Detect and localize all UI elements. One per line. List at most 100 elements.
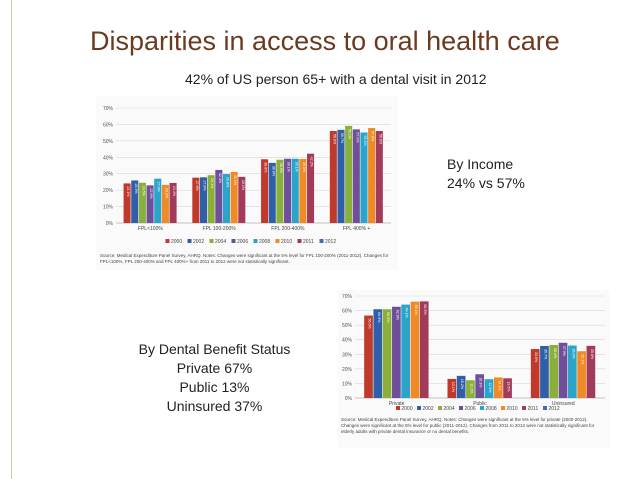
benefit-chart-bar <box>577 351 586 398</box>
income-chart-legend-label: 2002 <box>193 239 204 245</box>
benefit-chart-ytick-label: 0% <box>345 396 353 402</box>
benefit-chart-ytick-label: 40% <box>342 338 353 344</box>
benefit-chart-bar <box>364 315 373 398</box>
income-chart-ytick-label: 50% <box>103 139 114 145</box>
income-chart-ytick-label: 60% <box>103 122 114 128</box>
benefit-chart-legend-label: 2010 <box>507 406 518 412</box>
income-chart-legend-label: 2011 <box>303 239 314 245</box>
benefit-chart-bar-value-label: 66.3% <box>423 304 427 315</box>
income-chart-bar <box>345 125 353 223</box>
income-chart-bar-value-label: 39.1% <box>287 162 291 173</box>
slide-left-rule <box>11 0 12 479</box>
income-chart-legend-swatch <box>187 239 192 243</box>
benefit-chart-category-label: Uninsured <box>552 401 575 407</box>
benefit-chart-legend-label: 2002 <box>423 406 434 412</box>
income-chart-bar-value-label: 27.6% <box>195 181 199 192</box>
income-chart-bar <box>131 180 139 223</box>
income-chart-bar-value-label: 23.2% <box>164 188 168 199</box>
income-chart-bar <box>222 174 231 223</box>
slide-title: Disparities in access to oral health car… <box>90 26 560 56</box>
income-chart-bar <box>268 162 276 223</box>
benefit-chart-bar-value-label: 64.1% <box>405 308 409 319</box>
benefit-chart-legend-swatch <box>480 406 484 410</box>
benefit-chart-legend-swatch <box>459 406 463 410</box>
benefit-chart-bar-value-label: 32.1% <box>581 354 585 365</box>
income-chart-bar <box>161 184 169 223</box>
benefit-chart-bar <box>549 344 559 398</box>
income-chart-bar <box>154 178 162 223</box>
income-chart-ytick-label: 30% <box>103 172 114 178</box>
benefit-chart-bar <box>456 375 466 398</box>
benefit-note-heading: By Dental Benefit Status <box>138 341 291 357</box>
benefit-chart-bar-value-label: 62.6% <box>395 310 399 321</box>
income-chart-legend-swatch <box>165 239 170 243</box>
income-chart-source: Source: Medical Expenditure Panel Survey… <box>100 253 389 264</box>
income-chart-bar <box>276 159 284 223</box>
slide-subtitle: 42% of US person 65+ with a dental visit… <box>185 71 487 87</box>
income-chart-bar <box>199 177 208 223</box>
benefit-chart-source: Source: Medical Expenditure Panel Survey… <box>341 417 595 434</box>
benefit-chart-category-label: Private <box>389 401 405 407</box>
benefit-note-uninsured: Uninsured 37% <box>166 398 263 414</box>
benefit-chart-bar-value-label: 35.7% <box>543 349 547 360</box>
benefit-chart-legend-label: 2004 <box>444 406 455 412</box>
income-chart-bar <box>375 131 383 223</box>
benefit-chart-ytick-label: 50% <box>342 323 353 329</box>
benefit-chart-legend-label: 2000 <box>402 406 413 412</box>
benefit-chart-ytick-label: 20% <box>342 367 353 373</box>
benefit-chart-bar <box>373 309 383 398</box>
benefit-chart-legend-swatch <box>417 406 421 410</box>
income-chart-bar-value-label: 24.1% <box>126 186 130 197</box>
income-chart-bar-value-label: 36.6% <box>271 166 275 177</box>
benefit-chart-bar <box>540 345 549 398</box>
benefit-chart-legend-swatch <box>543 406 547 410</box>
income-chart-legend-swatch <box>231 239 236 243</box>
benefit-chart-legend-swatch <box>438 406 442 410</box>
benefit-chart-bar <box>586 345 596 398</box>
benefit-chart-svg: 0% 10% 20% 30% 40% 50% 60% 70% 56.6% 60.9% 60.9% 62… <box>342 294 605 412</box>
benefit-chart-bar <box>503 378 512 398</box>
income-chart-bar <box>307 153 315 223</box>
income-chart-bar <box>192 177 200 223</box>
income-chart-bar <box>207 175 215 223</box>
income-chart-bar-value-label: 27.8% <box>203 180 207 191</box>
income-chart-bar <box>238 176 246 223</box>
benefit-chart-bar <box>567 345 577 398</box>
income-chart-bar-value-label: 29.1% <box>210 178 214 189</box>
benefit-chart-ytick-label: 60% <box>342 309 353 315</box>
income-chart-legend-label: 2012 <box>325 239 336 245</box>
benefit-chart-bar <box>382 309 392 398</box>
income-chart-bar <box>284 158 292 223</box>
income-chart-legend-swatch <box>275 239 280 243</box>
benefit-chart-bar <box>475 374 485 398</box>
income-chart-ytick-label: 0% <box>106 221 114 227</box>
income-chart-legend-label: 2000 <box>171 239 182 245</box>
income-chart-category-label: FPL 100-200% <box>203 226 237 232</box>
benefit-chart-bar <box>466 380 475 398</box>
benefit-chart: 0% 10% 20% 30% 40% 50% 60% 70% 56.6% 60.9% 60.9% 62… <box>338 290 610 448</box>
benefit-chart-bar <box>493 377 503 398</box>
income-chart-legend-label: 2010 <box>281 239 292 245</box>
income-chart-bar-value-label: 39.0% <box>302 162 306 173</box>
income-chart-bar <box>215 169 223 223</box>
income-chart-ytick-label: 40% <box>103 155 114 161</box>
benefit-note-public: Public 13% <box>179 379 250 395</box>
income-chart-bar-value-label: 56.7% <box>340 133 344 144</box>
income-chart-bar <box>337 129 345 223</box>
benefit-chart-bar-value-label: 60.9% <box>377 312 381 323</box>
benefit-chart-bar-value-label: 60.9% <box>386 312 390 323</box>
income-chart-bar <box>352 129 360 223</box>
benefit-chart-bar <box>558 342 568 398</box>
income-chart-bar <box>329 131 337 223</box>
benefit-chart-bar <box>530 349 540 398</box>
benefit-chart-bar-value-label: 13.5% <box>507 381 511 392</box>
income-chart-legend-label: 2006 <box>237 239 248 245</box>
income-chart-legend-label: 2008 <box>259 239 270 245</box>
benefit-chart-bar-value-label: 33.6% <box>534 352 538 363</box>
income-chart-bar-value-label: 29.8% <box>225 177 229 188</box>
benefit-chart-legend-swatch <box>396 406 400 410</box>
income-chart-bar-value-label: 57.8% <box>371 131 375 142</box>
income-chart-bar-value-label: 32.3% <box>218 173 222 184</box>
benefit-chart-legend-label: 2012 <box>549 406 560 412</box>
benefit-chart-bar-value-label: 56.6% <box>368 319 372 330</box>
